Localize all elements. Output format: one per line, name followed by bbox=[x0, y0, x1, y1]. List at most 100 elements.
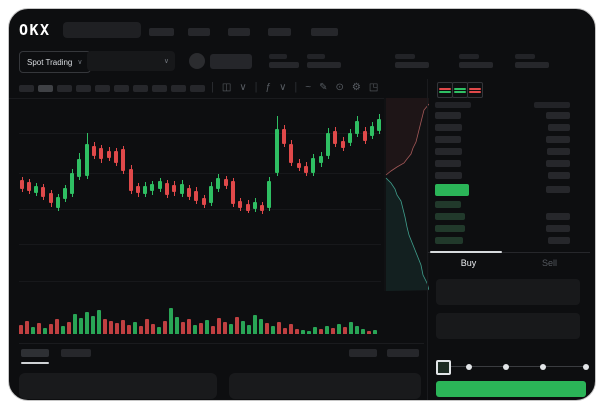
candle-body bbox=[20, 180, 24, 189]
bid-row-price[interactable] bbox=[435, 201, 461, 208]
buy-submit-button[interactable] bbox=[436, 381, 586, 397]
candlestick-chart[interactable] bbox=[19, 101, 381, 293]
ask-row-price[interactable] bbox=[435, 160, 461, 167]
stat-value bbox=[307, 62, 341, 68]
volume-bar bbox=[61, 326, 65, 334]
volume-bar bbox=[37, 323, 41, 334]
timeframe-button[interactable] bbox=[190, 85, 205, 92]
orderbook-asks-layout-icon[interactable] bbox=[467, 82, 483, 98]
timeframe-button[interactable] bbox=[38, 85, 53, 92]
divider bbox=[19, 343, 424, 344]
market-type-dropdown[interactable]: Spot Trading ∨ bbox=[19, 51, 91, 73]
active-tab-indicator bbox=[430, 251, 502, 253]
bid-row-amount[interactable] bbox=[546, 213, 570, 220]
coin-icon bbox=[189, 53, 205, 69]
candle-body bbox=[333, 131, 337, 144]
bottom-tab[interactable] bbox=[21, 349, 49, 357]
volume-bar bbox=[337, 324, 341, 334]
volume-bar bbox=[79, 318, 83, 334]
candle-body bbox=[136, 186, 140, 193]
ask-row-price[interactable] bbox=[435, 136, 461, 143]
color-bar bbox=[469, 90, 481, 93]
line-tool-icon[interactable]: ~ bbox=[305, 81, 312, 93]
bid-row-amount[interactable] bbox=[546, 225, 570, 232]
timeframe-button[interactable] bbox=[95, 85, 110, 92]
ask-row-amount[interactable] bbox=[546, 160, 570, 167]
amount-slider-handle[interactable] bbox=[436, 360, 451, 375]
timeframe-button[interactable] bbox=[19, 85, 34, 92]
slider-stop-dot[interactable] bbox=[583, 364, 589, 370]
stat-label bbox=[459, 54, 479, 59]
ask-row-amount[interactable] bbox=[547, 148, 570, 155]
timeframe-button[interactable] bbox=[76, 85, 91, 92]
ask-row-amount[interactable] bbox=[546, 136, 570, 143]
nav-item[interactable] bbox=[311, 28, 338, 36]
ask-row-amount[interactable] bbox=[546, 112, 570, 119]
volume-bar bbox=[205, 320, 209, 334]
draw-tool-icon[interactable]: ✎ bbox=[319, 81, 328, 93]
volume-bar bbox=[97, 310, 101, 334]
timeframe-button[interactable] bbox=[114, 85, 129, 92]
timeframe-button[interactable] bbox=[152, 85, 167, 92]
amount-slider-track[interactable] bbox=[436, 366, 586, 367]
indicators-icon[interactable]: ƒ bbox=[265, 81, 272, 93]
ask-row-price[interactable] bbox=[435, 124, 462, 131]
orderbook-bids-layout-icon[interactable] bbox=[452, 82, 468, 98]
ask-row-price[interactable] bbox=[435, 112, 461, 119]
nav-item[interactable] bbox=[268, 28, 291, 36]
nav-item[interactable] bbox=[228, 28, 250, 36]
candle-body bbox=[297, 163, 301, 168]
snapshot-icon[interactable]: ⊙ bbox=[335, 81, 344, 93]
ask-row-price[interactable] bbox=[435, 148, 462, 155]
candle-style-icon[interactable]: ◫ bbox=[221, 81, 232, 93]
timeframe-button[interactable] bbox=[57, 85, 72, 92]
stat-value bbox=[395, 62, 429, 68]
bid-row-price[interactable] bbox=[435, 213, 465, 220]
bottom-action-button[interactable] bbox=[349, 349, 377, 357]
last-price-bar[interactable] bbox=[435, 184, 469, 196]
tab-sell[interactable]: Sell bbox=[541, 258, 557, 268]
divider bbox=[9, 98, 427, 99]
chevron-down-icon[interactable]: ∨ bbox=[279, 81, 287, 93]
ask-row-amount[interactable] bbox=[548, 124, 570, 131]
candle-body bbox=[289, 144, 293, 163]
bid-row-price[interactable] bbox=[435, 237, 463, 244]
orderbook-both-layout-icon[interactable] bbox=[437, 82, 453, 98]
divider: | bbox=[294, 81, 298, 93]
depth-chart[interactable] bbox=[384, 98, 429, 291]
fullscreen-icon[interactable]: ◳ bbox=[368, 81, 379, 93]
color-bar bbox=[439, 90, 451, 93]
candle-body bbox=[311, 158, 315, 173]
bid-row-amount[interactable] bbox=[548, 237, 570, 244]
candle-body bbox=[63, 188, 67, 199]
amount-input[interactable] bbox=[436, 313, 580, 339]
volume-bar bbox=[121, 320, 125, 334]
bottom-actions bbox=[349, 349, 424, 359]
ask-row-price[interactable] bbox=[435, 172, 462, 179]
nav-item[interactable] bbox=[149, 28, 174, 36]
candle-body bbox=[77, 159, 81, 177]
volume-bar bbox=[73, 314, 77, 334]
slider-stop-dot[interactable] bbox=[503, 364, 509, 370]
pair-dropdown[interactable]: ∨ bbox=[87, 51, 175, 71]
timeframe-button[interactable] bbox=[133, 85, 148, 92]
bottom-action-button[interactable] bbox=[387, 349, 419, 357]
timeframe-button[interactable] bbox=[171, 85, 186, 92]
candle-body bbox=[172, 185, 176, 192]
active-tab-underline bbox=[21, 362, 49, 364]
chevron-down-icon[interactable]: ∨ bbox=[239, 81, 247, 93]
candle-body bbox=[209, 186, 213, 203]
slider-stop-dot[interactable] bbox=[540, 364, 546, 370]
nav-item[interactable] bbox=[188, 28, 210, 36]
slider-stop-dot[interactable] bbox=[466, 364, 472, 370]
candle-body bbox=[275, 129, 279, 173]
settings-icon[interactable]: ⚙ bbox=[351, 81, 361, 93]
chart-gridline bbox=[19, 244, 381, 245]
bid-row-price[interactable] bbox=[435, 225, 465, 232]
tab-buy[interactable]: Buy bbox=[460, 258, 477, 268]
price-input[interactable] bbox=[436, 279, 580, 305]
ask-row-amount[interactable] bbox=[548, 172, 570, 179]
bottom-tab[interactable] bbox=[61, 349, 91, 357]
search-input[interactable] bbox=[63, 22, 141, 38]
